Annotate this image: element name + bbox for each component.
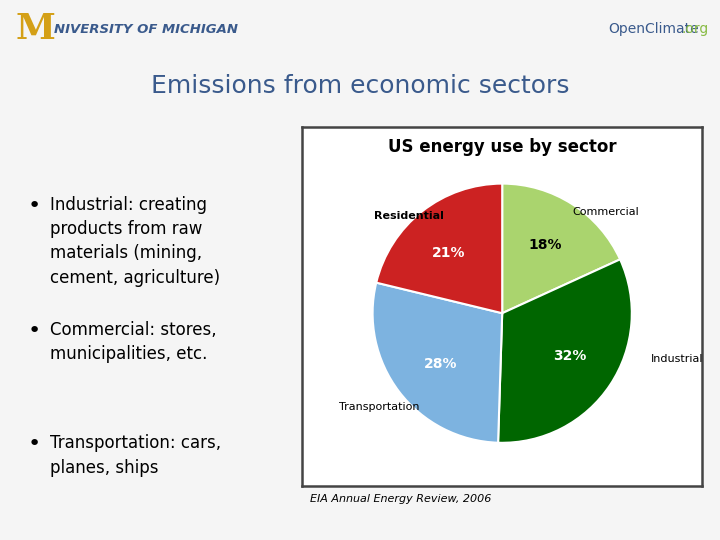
Text: Transportation: Transportation [339,402,419,411]
Text: 28%: 28% [423,357,457,372]
Text: Residential: Residential [374,211,444,221]
Text: .org: .org [682,22,709,36]
Text: 21%: 21% [432,246,466,260]
Text: OpenClimate: OpenClimate [608,22,698,36]
Text: •: • [27,195,40,215]
Text: US energy use by sector: US energy use by sector [388,138,616,156]
Text: Emissions from economic sectors: Emissions from economic sectors [150,75,570,98]
Wedge shape [498,259,631,443]
Text: 32%: 32% [554,349,587,363]
Text: Commercial: Commercial [572,207,639,217]
Text: Industrial: creating
products from raw
materials (mining,
cement, agriculture): Industrial: creating products from raw m… [50,195,220,287]
Text: Industrial: Industrial [652,354,703,363]
Text: M: M [16,12,56,46]
Text: •: • [27,434,40,454]
Text: Transportation: cars,
planes, ships: Transportation: cars, planes, ships [50,434,222,477]
Wedge shape [373,282,503,443]
Wedge shape [377,184,503,313]
Text: NIVERSITY OF MICHIGAN: NIVERSITY OF MICHIGAN [54,23,238,36]
Text: 18%: 18% [528,238,562,252]
Wedge shape [502,184,620,313]
Text: •: • [27,321,40,341]
Text: EIA Annual Energy Review, 2006: EIA Annual Energy Review, 2006 [310,494,492,504]
Text: Commercial: stores,
municipalities, etc.: Commercial: stores, municipalities, etc. [50,321,217,363]
